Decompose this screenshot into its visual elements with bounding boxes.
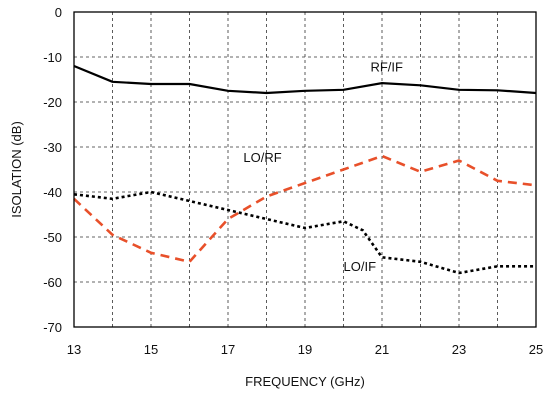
y-tick-label: -20	[43, 95, 62, 110]
x-tick-label: 21	[375, 342, 389, 357]
y-tick-label: -60	[43, 275, 62, 290]
series-label-lo-rf: LO/RF	[243, 150, 281, 165]
x-tick-label: 25	[529, 342, 543, 357]
series-label-lo-if: LO/IF	[344, 259, 377, 274]
y-axis-label: ISOLATION (dB)	[9, 121, 24, 218]
plot-frame	[73, 11, 537, 328]
x-tick-label: 15	[144, 342, 158, 357]
series-labels: RF/IF LO/RF LO/IF	[243, 59, 403, 273]
x-tick-label: 17	[221, 342, 235, 357]
series-label-rf-if: RF/IF	[370, 59, 403, 74]
y-tick-labels: 0 -10 -20 -30 -40 -50 -60 -70	[43, 5, 62, 335]
y-tick-label: -40	[43, 185, 62, 200]
x-axis-label: FREQUENCY (GHz)	[245, 374, 365, 389]
series-line-rf-if	[73, 64, 537, 95]
x-tick-label: 13	[67, 342, 81, 357]
series-lines	[73, 64, 537, 275]
y-tick-label: -50	[43, 230, 62, 245]
grid	[74, 12, 536, 327]
y-tick-label: -70	[43, 320, 62, 335]
y-tick-label: -30	[43, 140, 62, 155]
x-tick-label: 23	[452, 342, 466, 357]
series-line-lo-if	[73, 190, 536, 275]
series-line-lo-rf	[73, 154, 537, 264]
x-tick-labels: 13 15 17 19 21 23 25	[67, 342, 543, 357]
y-tick-label: -10	[43, 50, 62, 65]
y-tick-label: 0	[55, 5, 62, 20]
x-tick-label: 19	[298, 342, 312, 357]
